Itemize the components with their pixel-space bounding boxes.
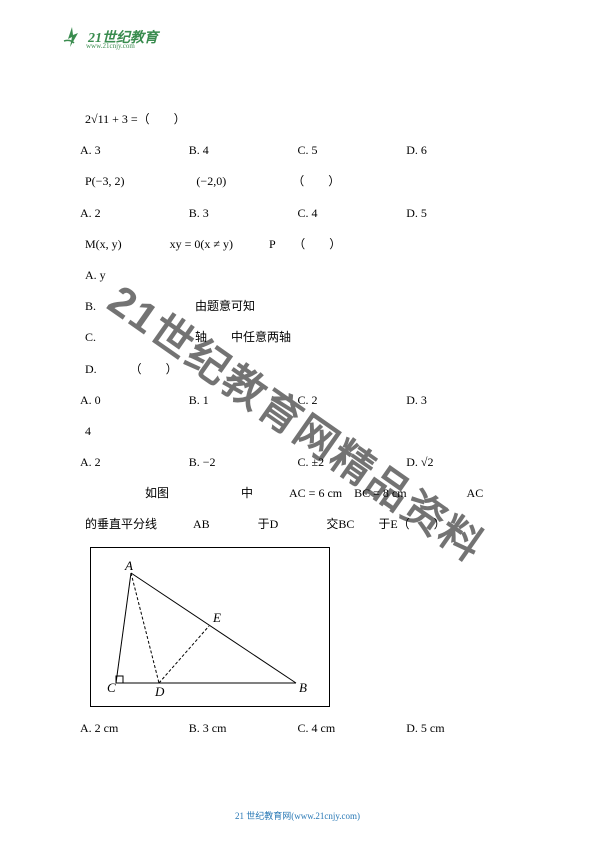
q5-choice-b: B. −2: [189, 453, 298, 472]
footer: 21 世纪教育网(www.21cnjy.com): [0, 809, 595, 822]
q3-choice-c: C. 轴 中任意两轴: [60, 328, 535, 347]
q1-stem: 2√11 + 3 =（ ）: [60, 110, 535, 129]
q5-choice-d: D. √2: [406, 453, 515, 472]
q1-choice-a: A. 3: [80, 141, 189, 160]
logo-sub: www.21cnjy.com: [86, 42, 135, 50]
q4-choices: A. 0 B. 1 C. 2 D. 3: [60, 391, 535, 410]
page: 21世纪教育 www.21cnjy.com 21世纪教育网精品资料 2√11 +…: [0, 0, 595, 842]
q3-stem: M(x, y) xy = 0(x ≠ y) P （ ）: [60, 235, 535, 254]
footer-text: 21 世纪教育网(www.21cnjy.com): [235, 811, 360, 821]
triangle-svg: A C B D E: [101, 558, 321, 698]
q5-choices: A. 2 B. −2 C. ±2 D. √2: [60, 453, 535, 472]
q2-choice-a: A. 2: [80, 204, 189, 223]
q5-choice-a: A. 2: [80, 453, 189, 472]
q4-choice-d: D. 3: [406, 391, 515, 410]
q1-choices: A. 3 B. 4 C. 5 D. 6: [60, 141, 535, 160]
q4-choice-c: C. 2: [298, 391, 407, 410]
vertex-e: E: [212, 610, 221, 625]
q1-choice-c: C. 5: [298, 141, 407, 160]
q5-choice-c: C. ±2: [298, 453, 407, 472]
q5-stem: 4: [60, 422, 535, 441]
triangle-figure: A C B D E: [90, 547, 330, 707]
vertex-a: A: [124, 558, 133, 573]
q2-choice-d: D. 5: [406, 204, 515, 223]
q1-choice-d: D. 6: [406, 141, 515, 160]
q2-choice-c: C. 4: [298, 204, 407, 223]
q2-choices: A. 2 B. 3 C. 4 D. 5: [60, 204, 535, 223]
q2-choice-b: B. 3: [189, 204, 298, 223]
q6-choice-d: D. 5 cm: [406, 719, 515, 738]
q3-choice-b: B. 由题意可知: [60, 297, 535, 316]
vertex-d: D: [154, 684, 165, 698]
logo-icon: [60, 25, 84, 49]
q6-choice-c: C. 4 cm: [298, 719, 407, 738]
q4-choice-a: A. 0: [80, 391, 189, 410]
q4-choice-b: B. 1: [189, 391, 298, 410]
q6-stem: 如图 中 AC = 6 cm BC = 8 cm AC: [60, 484, 535, 503]
vertex-c: C: [107, 680, 116, 695]
vertex-b: B: [299, 680, 307, 695]
q2-stem: P(−3, 2) (−2,0) （ ）: [60, 172, 535, 191]
content: 2√11 + 3 =（ ） A. 3 B. 4 C. 5 D. 6 P(−3, …: [60, 110, 535, 738]
q6-choice-a: A. 2 cm: [80, 719, 189, 738]
q6-line2: 的垂直平分线 AB 于D 交BC 于E（ ）: [60, 515, 535, 534]
q3-choice-a: A. y: [60, 266, 535, 285]
q6-choice-b: B. 3 cm: [189, 719, 298, 738]
q1-choice-b: B. 4: [189, 141, 298, 160]
q6-choices: A. 2 cm B. 3 cm C. 4 cm D. 5 cm: [60, 719, 535, 738]
q3-choice-d: D. （ ）: [60, 360, 535, 379]
